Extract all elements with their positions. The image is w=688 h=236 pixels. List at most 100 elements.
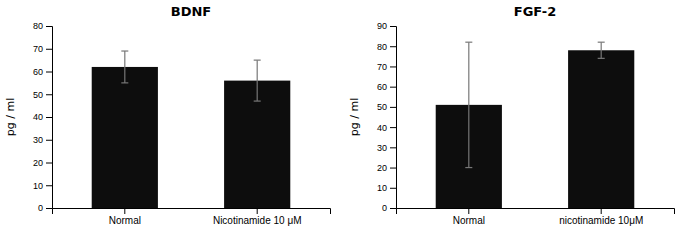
y-tick-label: 0 — [38, 203, 43, 213]
y-tick-mark — [46, 72, 52, 73]
x-axis: Normal Nicotinamide 10 μM — [53, 208, 331, 226]
x-tick-label: Normal — [453, 215, 485, 226]
error-bar-cap — [121, 82, 128, 83]
y-tick: 80 — [33, 21, 52, 31]
x-axis-line — [53, 209, 331, 215]
error-bar — [254, 60, 261, 101]
y-tick: 20 — [33, 158, 52, 168]
y-tick-mark — [390, 168, 396, 169]
title: FGF-2 — [514, 4, 556, 19]
y-tick-label: 50 — [377, 102, 387, 112]
error-bar — [598, 42, 605, 58]
y-tick-label: 40 — [33, 112, 43, 122]
y-tick-label: 20 — [377, 163, 387, 173]
y-tick-mark — [390, 107, 396, 108]
y-tick: 50 — [33, 90, 52, 100]
y-axis-title: pg / ml — [4, 98, 17, 136]
y-tick: 90 — [377, 21, 396, 31]
x-tick-mark — [601, 208, 602, 214]
chart-svg: 0 10 20 30 40 50 60 70 80 Normal Nicotinamide 10 μ… — [0, 0, 688, 236]
error-bar-stem — [601, 42, 602, 58]
y-tick-mark — [390, 26, 396, 27]
x-tick-label: Normal — [109, 215, 141, 226]
y-axis: 0 10 20 30 40 50 60 70 80 — [33, 21, 53, 213]
y-tick: 10 — [377, 183, 396, 193]
bar — [92, 67, 158, 208]
error-bar-cap — [598, 58, 605, 59]
y-tick-mark — [46, 140, 52, 141]
y-tick-label: 90 — [377, 21, 387, 31]
x-tick: Nicotinamide 10 μM — [213, 208, 302, 226]
error-bar-cap — [254, 60, 261, 61]
x-tick: nicotinamide 10μM — [559, 208, 643, 226]
error-bar-stem — [124, 51, 125, 83]
error-bar-cap — [465, 42, 472, 43]
plot-area: 0 10 20 30 40 50 60 70 80 Normal Nicotinamide 10 μ… — [4, 4, 331, 226]
y-tick-label: 20 — [33, 158, 43, 168]
y-tick-label: 0 — [382, 203, 387, 213]
y-tick: 40 — [377, 122, 396, 132]
y-tick-mark — [390, 87, 396, 88]
y-tick-label: 60 — [33, 67, 43, 77]
y-tick-mark — [390, 208, 396, 209]
y-tick-label: 50 — [33, 90, 43, 100]
x-axis: Normal nicotinamide 10μM — [397, 208, 675, 226]
y-tick: 60 — [377, 82, 396, 92]
error-bar-cap — [465, 167, 472, 168]
y-axis-line — [46, 27, 53, 209]
y-tick-label: 80 — [33, 21, 43, 31]
y-tick-mark — [390, 66, 396, 67]
y-tick-label: 70 — [33, 44, 43, 54]
y-tick: 50 — [377, 102, 396, 112]
y-tick-mark — [46, 94, 52, 95]
title: BDNF — [171, 4, 211, 19]
y-tick-mark — [46, 185, 52, 186]
y-axis-title: pg / ml — [348, 98, 361, 136]
x-tick-mark — [124, 208, 125, 214]
y-tick-mark — [46, 26, 52, 27]
y-tick-mark — [46, 117, 52, 118]
y-tick-label: 40 — [377, 122, 387, 132]
y-tick-mark — [46, 49, 52, 50]
y-tick-mark — [390, 46, 396, 47]
error-bar-cap — [598, 42, 605, 43]
y-tick-label: 80 — [377, 42, 387, 52]
y-tick-mark — [390, 127, 396, 128]
y-tick: 0 — [38, 203, 52, 213]
y-tick-mark — [390, 147, 396, 148]
error-bar-stem — [468, 42, 469, 167]
y-tick-label: 10 — [33, 181, 43, 191]
chart-container: 0 10 20 30 40 50 60 70 80 Normal Nicotinamide 10 μ… — [0, 0, 688, 236]
x-tick: Normal — [109, 208, 141, 226]
y-tick-label: 70 — [377, 62, 387, 72]
x-tick-label: nicotinamide 10μM — [559, 215, 643, 226]
y-tick: 30 — [377, 143, 396, 153]
y-tick-label: 60 — [377, 82, 387, 92]
error-bar — [465, 42, 472, 167]
y-tick: 80 — [377, 42, 396, 52]
bar — [568, 50, 634, 208]
y-tick-mark — [46, 208, 52, 209]
y-tick: 20 — [377, 163, 396, 173]
y-tick: 30 — [33, 135, 52, 145]
y-tick: 70 — [377, 62, 396, 72]
y-tick-label: 30 — [377, 143, 387, 153]
y-tick-mark — [390, 188, 396, 189]
x-tick-label: Nicotinamide 10 μM — [213, 215, 302, 226]
y-tick-mark — [46, 163, 52, 164]
y-tick: 60 — [33, 67, 52, 77]
y-tick: 10 — [33, 181, 52, 191]
x-axis-line — [397, 209, 675, 215]
y-tick-label: 30 — [33, 135, 43, 145]
y-tick: 70 — [33, 44, 52, 54]
plot-area: 0 10 20 30 40 50 60 70 80 90 Normal nicotinamide 10… — [348, 4, 675, 226]
marks — [92, 51, 291, 208]
y-tick: 40 — [33, 112, 52, 122]
panel: 0 10 20 30 40 50 60 70 80 90 Normal nicotinamide 10… — [348, 4, 675, 226]
y-tick-label: 10 — [377, 183, 387, 193]
y-tick: 0 — [382, 203, 396, 213]
error-bar-cap — [121, 50, 128, 51]
x-tick: Normal — [453, 208, 485, 226]
panel: 0 10 20 30 40 50 60 70 80 Normal Nicotinamide 10 μ… — [4, 4, 331, 226]
error-bar-stem — [257, 60, 258, 101]
